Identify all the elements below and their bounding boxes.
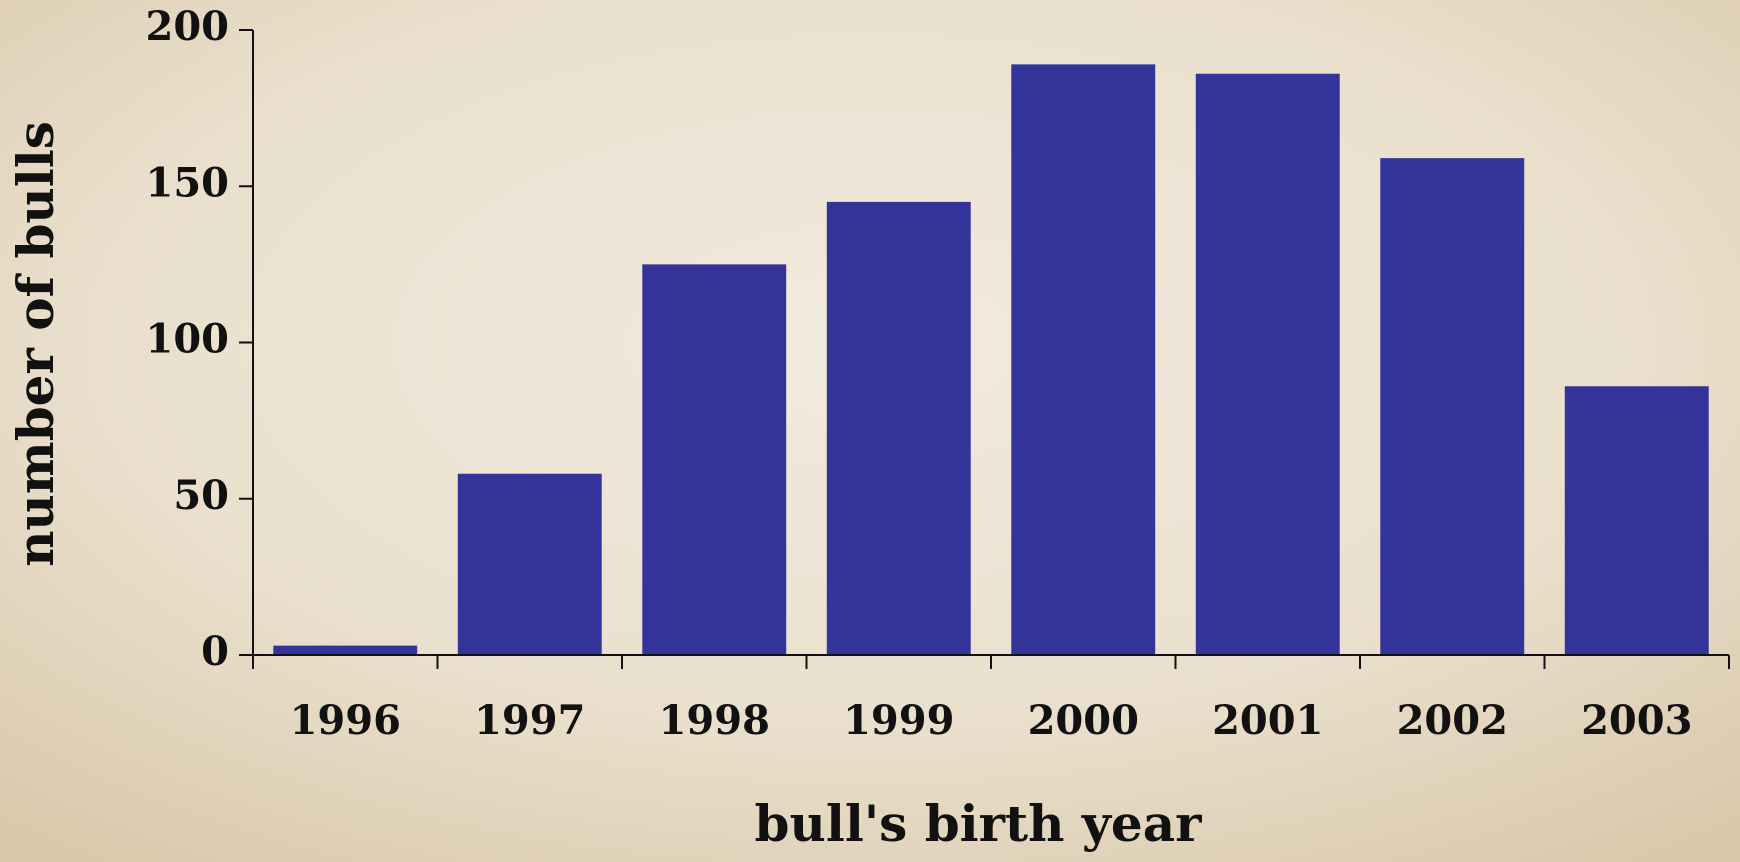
bar xyxy=(1195,73,1340,655)
x-axis-label: bull's birth year xyxy=(755,794,1203,853)
y-axis-label: number of bulls xyxy=(6,121,65,567)
bar xyxy=(826,201,971,655)
y-tick-label: 50 xyxy=(173,472,229,519)
bar xyxy=(1380,158,1525,655)
x-tick-label: 1996 xyxy=(290,697,401,744)
x-tick-label: 1997 xyxy=(474,697,585,744)
bar xyxy=(1564,386,1709,655)
x-tick-label: 2002 xyxy=(1397,697,1508,744)
x-tick-label: 2001 xyxy=(1212,697,1323,744)
x-tick-label: 1998 xyxy=(659,697,770,744)
bar xyxy=(1011,64,1156,655)
y-tick-label: 0 xyxy=(201,628,229,675)
y-tick-label: 200 xyxy=(146,3,230,50)
bar xyxy=(457,473,602,655)
x-tick-label: 2000 xyxy=(1028,697,1139,744)
y-tick-label: 100 xyxy=(146,316,230,363)
y-tick-label: 150 xyxy=(146,159,230,206)
x-tick-label: 2003 xyxy=(1581,697,1692,744)
bar xyxy=(273,645,418,655)
bar xyxy=(642,264,787,655)
x-tick-label: 1999 xyxy=(843,697,954,744)
